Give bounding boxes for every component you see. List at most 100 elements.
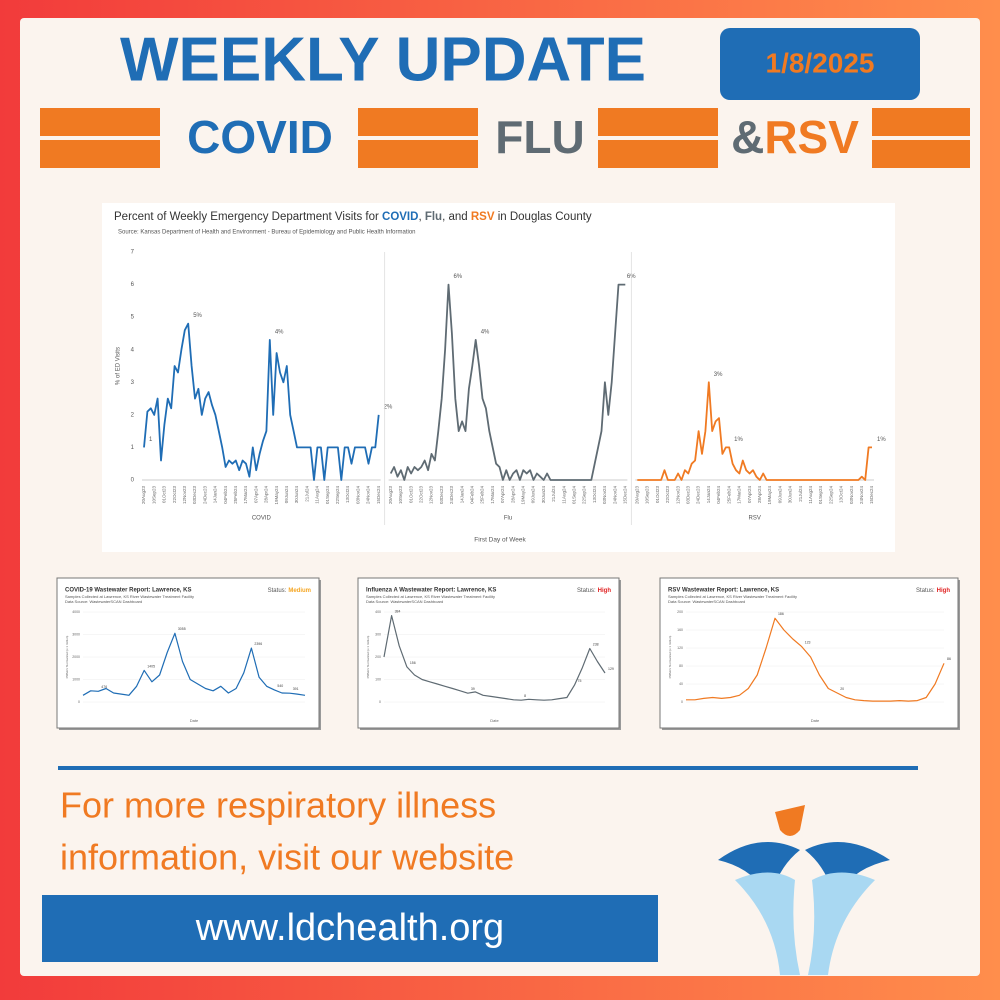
y-tick-label: 6 (131, 282, 135, 288)
x-tick-label: 09Jun24 (284, 486, 289, 504)
y-tick-label: 7 (131, 250, 135, 256)
value-label: 2396 (254, 642, 262, 646)
value-label: 3055 (178, 627, 186, 631)
status-label: Status: (268, 588, 287, 594)
x-tick-label: 01Sep24 (572, 486, 577, 505)
x-tick-label: 24Nov24 (859, 486, 864, 505)
value-label: 238 (593, 642, 599, 646)
x-tick-label: 30Jun24 (788, 486, 793, 504)
y-axis-label: % of ED Visits (116, 347, 122, 385)
stripe (598, 136, 718, 140)
title-part: in Douglas County (495, 211, 592, 223)
x-tick-label: 12Nov23 (675, 486, 680, 505)
y-tick-label: 1000 (72, 677, 80, 681)
x-tick-label: 20Aug23 (388, 486, 393, 505)
footer-text: For more respiratory illness (60, 785, 496, 826)
x-tick-label: 24Nov24 (366, 486, 371, 505)
url-bar[interactable] (42, 895, 658, 962)
date: 1/8/2025 (766, 47, 875, 78)
x-tick-label: 28Apr24 (757, 486, 762, 504)
chart-title: Percent of Weekly Emergency Department V… (114, 211, 592, 223)
logo (718, 805, 890, 975)
y-tick-label: 3000 (72, 632, 80, 636)
value-label: 1405 (147, 664, 155, 668)
line (383, 615, 606, 701)
x-tick-label: 19May24 (274, 486, 279, 505)
x-tick-label: 07Apr24 (747, 486, 752, 504)
x-tick-label: 30Jun24 (541, 486, 546, 504)
status-value: High (598, 588, 612, 594)
x-tick-label: 03Nov24 (849, 486, 854, 505)
value-label: 5% (193, 313, 202, 319)
x-tick-label: 21Jul24 (304, 486, 309, 502)
value-label: 4% (481, 330, 490, 336)
value-label: 8 (524, 694, 526, 698)
wastewater-charts: COVID-19 Wastewater Report: Lawrence, KS… (56, 577, 960, 730)
value-label: 1% (877, 437, 886, 443)
y-tick-label: 0 (131, 478, 135, 484)
chart-source: Data Source: WastewaterSCAN Dashboard (366, 599, 443, 604)
bar-stripes (40, 136, 970, 140)
x-tick-label: 15Dec24 (869, 486, 874, 505)
title-part: Percent of Weekly Emergency Department V… (114, 211, 382, 223)
value-label: 384 (395, 610, 401, 614)
chart-source: Data Source: WastewaterSCAN Dashboard (668, 599, 745, 604)
value-label: 4% (275, 330, 284, 336)
value-label: 3% (714, 372, 723, 378)
x-tick-label: 03Nov24 (602, 486, 607, 505)
chart-title: RSV Wastewater Report: Lawrence, KS (668, 588, 779, 594)
y-axis-label: PMMoV Normalized (x 1 million) (65, 636, 69, 679)
status-label: Status: (916, 588, 935, 594)
x-tick-label: 10Sep23 (151, 486, 156, 505)
x-tick-label: 20Aug23 (141, 486, 146, 505)
rule (58, 766, 918, 770)
status-value: High (937, 588, 951, 594)
x-axis-label: Date (490, 718, 499, 723)
x-tick-label: 13Oct24 (839, 486, 844, 504)
y-tick-label: 1 (131, 445, 135, 451)
x-tick-label: 22Sep24 (335, 486, 340, 505)
ampersand: & (731, 111, 764, 163)
y-tick-label: 200 (375, 655, 381, 659)
x-tick-label: 09Jun24 (777, 486, 782, 504)
value-label: 20 (840, 687, 844, 691)
chart-frame (56, 577, 320, 729)
main-chart: Percent of Weekly Emergency Department V… (114, 211, 886, 544)
line (686, 617, 945, 702)
x-tick-label: 11Aug24 (808, 486, 813, 504)
stripe (40, 136, 160, 140)
value-label: 129 (608, 667, 614, 671)
x-tick-label: 03Dec23 (439, 486, 444, 505)
x-tick-label: 01Oct23 (655, 486, 660, 504)
status-value: Medium (288, 588, 311, 594)
date-box (720, 28, 920, 100)
x-tick-label: 21Jul24 (551, 486, 556, 502)
x-tick-label: 10Sep23 (645, 486, 650, 505)
value-label: 6% (453, 274, 462, 280)
status-label: Status: (577, 588, 596, 594)
x-tick-label: 21Jul24 (798, 486, 803, 502)
chart-title: COVID-19 Wastewater Report: Lawrence, KS (65, 588, 191, 594)
x-tick-label: 25Feb24 (233, 486, 238, 504)
x-tick-label: 03Dec23 (192, 486, 197, 505)
y-tick-label: 0 (78, 700, 80, 704)
status: Status: Medium (268, 588, 311, 594)
x-tick-label: 24Dec23 (202, 486, 207, 505)
title-part: RSV (471, 211, 495, 223)
value-label: 1% (734, 437, 743, 443)
y-tick-label: 2 (131, 412, 135, 418)
x-tick-label: 25Feb24 (480, 486, 485, 504)
x-tick-label: 19May24 (767, 486, 772, 505)
chart-title: Influenza A Wastewater Report: Lawrence,… (366, 588, 496, 594)
y-tick-label: 3 (131, 380, 135, 386)
x-tick-label: 10Sep23 (398, 486, 403, 505)
url[interactable]: www.ldchealth.org (195, 907, 504, 949)
x-tick-label: 15Dec24 (623, 486, 628, 505)
line (143, 322, 380, 481)
x-tick-label: 22Oct23 (418, 486, 423, 504)
x-tick-label: 20Aug23 (635, 486, 640, 505)
value-label: 2% (384, 404, 393, 410)
title-part: Flu (425, 211, 442, 223)
x-tick-label: 13Oct24 (345, 486, 350, 504)
